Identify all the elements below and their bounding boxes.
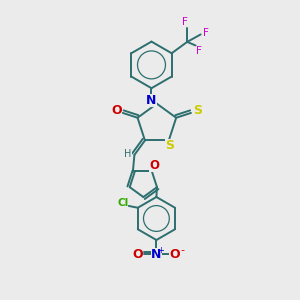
Text: O: O bbox=[169, 248, 180, 261]
Text: N: N bbox=[146, 94, 157, 107]
Text: F: F bbox=[196, 46, 202, 56]
Text: Cl: Cl bbox=[117, 198, 128, 208]
Text: O: O bbox=[132, 248, 142, 261]
Text: +: + bbox=[157, 246, 164, 255]
Text: -: - bbox=[180, 245, 184, 255]
Text: F: F bbox=[203, 28, 209, 38]
Text: O: O bbox=[111, 104, 122, 117]
Text: S: S bbox=[165, 139, 174, 152]
Text: H: H bbox=[124, 149, 131, 159]
Text: F: F bbox=[182, 17, 188, 27]
Text: N: N bbox=[151, 248, 162, 261]
Text: S: S bbox=[193, 104, 202, 117]
Text: O: O bbox=[149, 159, 159, 172]
